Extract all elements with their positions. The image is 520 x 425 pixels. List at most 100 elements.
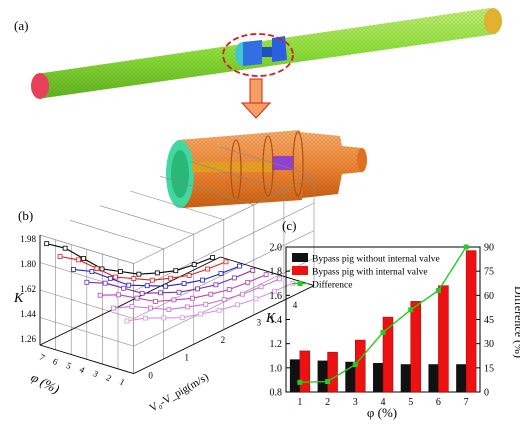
series-point-3d	[153, 299, 158, 304]
y-right-tick-label: 30	[484, 339, 494, 350]
bar-with-valve	[327, 351, 338, 393]
series-point-3d	[154, 270, 160, 276]
pipe-end-left	[31, 73, 49, 99]
x-tick-label: 3	[91, 368, 100, 379]
x-tick-label: 7	[464, 397, 469, 408]
series-point-3d	[184, 304, 190, 310]
series-point-3d	[226, 287, 232, 292]
bar-without-valve	[345, 361, 356, 392]
panel-b-z-ticks: 1.98 1.80 1.62 1.44 1.26	[20, 234, 36, 344]
series-point-3d	[84, 279, 90, 285]
y-tick-label: 1	[185, 353, 190, 363]
y-tick-label: 1.6	[270, 291, 283, 302]
grid-top	[69, 220, 164, 250]
difference-point	[297, 379, 303, 385]
panel-label-a: (a)	[14, 18, 28, 33]
pig-model-enlarged	[166, 130, 367, 208]
grid-top	[100, 205, 194, 235]
legend-swatch	[292, 266, 308, 275]
panel-b-series	[44, 241, 296, 324]
axis-y-far	[220, 256, 315, 287]
series-point-3d	[81, 256, 86, 261]
series-point-3d	[179, 315, 185, 321]
series-point-3d	[112, 274, 118, 280]
z-tick-label: 1.44	[20, 309, 36, 319]
x-tick-label: 2	[105, 372, 114, 383]
series-point-3d	[94, 266, 100, 271]
z-tick-label: 1.62	[20, 284, 36, 294]
bar-without-valve	[317, 360, 328, 392]
x-tick-label: 2	[325, 397, 330, 408]
y-tick-label: 0	[148, 370, 153, 380]
panel-a: (a)	[14, 8, 502, 208]
series-line-3d	[46, 243, 213, 275]
series-point-3d	[277, 276, 282, 282]
panel-b-zlabel: K	[13, 291, 24, 306]
series-point-3d	[166, 307, 172, 312]
series-point-3d	[208, 291, 214, 297]
difference-point	[352, 362, 358, 368]
series-point-3d	[161, 315, 167, 321]
y-tick-label: 3	[257, 318, 262, 328]
y-right-tick-label: 90	[484, 243, 494, 254]
y-right-tick-label: 75	[484, 267, 494, 278]
y-right-tick-label: 45	[484, 315, 494, 326]
x-tick-label: 5	[408, 397, 413, 408]
panel-c-ylabel: K	[265, 311, 276, 326]
series-point-3d	[118, 269, 123, 274]
series-point-3d	[216, 307, 222, 313]
z-tick-label: 1.98	[20, 234, 36, 244]
bar-with-valve	[382, 316, 394, 393]
bar-without-valve	[400, 364, 411, 392]
legend-label: Difference	[312, 280, 352, 291]
grid-back-horizontal	[133, 175, 315, 264]
difference-point	[325, 379, 331, 385]
series-point-3d	[205, 266, 210, 272]
grid-top	[220, 146, 315, 176]
bar-with-valve	[438, 285, 449, 393]
series-point-3d	[171, 297, 177, 303]
grid-top	[160, 176, 254, 206]
grid-top	[130, 190, 224, 220]
series-point-3d	[235, 302, 240, 308]
series-point-3d	[149, 277, 155, 283]
series-point-3d	[191, 262, 197, 268]
series-line-3d	[60, 255, 227, 281]
series-point-3d	[71, 267, 76, 272]
series-point-3d	[158, 290, 163, 296]
series-point-3d	[263, 272, 269, 277]
panel-label-c: (c)	[282, 218, 296, 233]
bar-without-valve	[428, 364, 439, 392]
x-tick-label: 7	[38, 352, 47, 363]
legend-swatch	[292, 253, 308, 262]
legend-label: Bypass pig without internal valve	[312, 255, 440, 265]
zoom-arrow	[240, 78, 272, 119]
series-point-3d	[107, 275, 113, 281]
series-point-3d	[148, 305, 153, 311]
grid-back-horizontal	[133, 202, 315, 292]
difference-point	[380, 329, 386, 335]
y-tick-label: 0.8	[270, 388, 283, 399]
y-tick-label: 1.0	[270, 363, 283, 374]
x-tick-label: 1	[297, 397, 302, 408]
z-tick-label: 1.26	[20, 334, 36, 344]
series-point-3d	[210, 255, 216, 260]
series-line-3d	[86, 269, 254, 294]
series-point-3d	[218, 271, 224, 276]
series-point-3d	[44, 241, 50, 247]
series-point-3d	[76, 257, 81, 263]
series-point-3d	[176, 289, 182, 295]
series-line-3d	[100, 274, 267, 303]
series-point-3d	[272, 288, 277, 294]
series-point-3d	[186, 272, 192, 278]
series-point-3d	[126, 282, 132, 288]
x-tick-label: 6	[51, 356, 60, 367]
y-tick-label: 1.4	[270, 315, 283, 326]
pipe-end-right	[484, 8, 502, 34]
series-point-3d	[121, 285, 127, 291]
y-tick-label: 1.8	[270, 267, 283, 278]
